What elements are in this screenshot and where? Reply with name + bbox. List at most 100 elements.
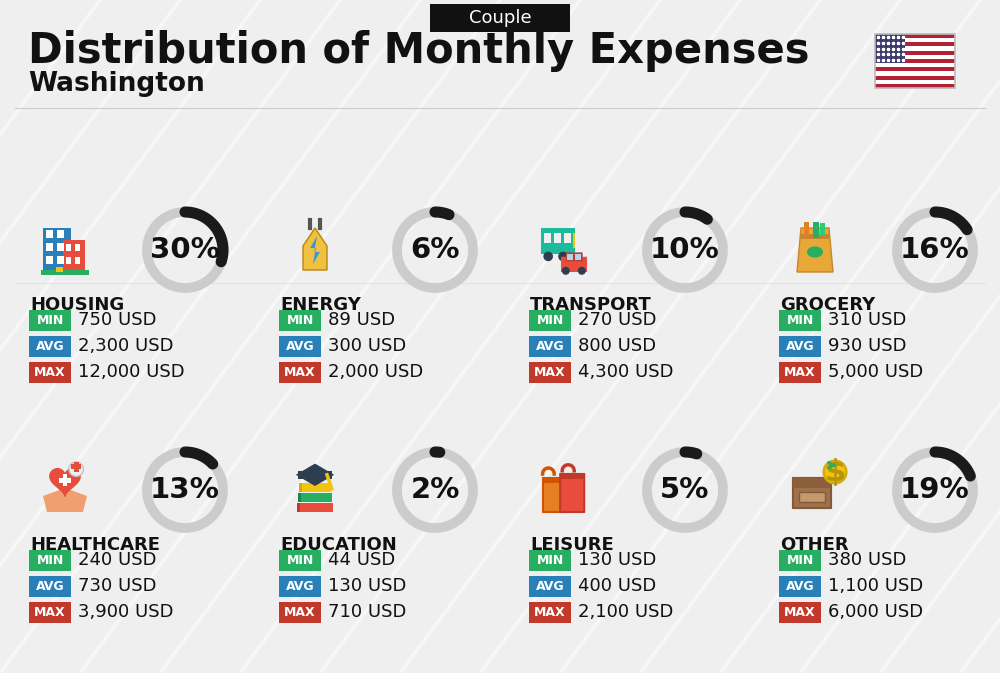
Polygon shape <box>797 228 833 272</box>
FancyBboxPatch shape <box>71 464 81 469</box>
FancyBboxPatch shape <box>875 75 955 79</box>
FancyBboxPatch shape <box>57 230 64 238</box>
FancyBboxPatch shape <box>63 474 67 486</box>
Circle shape <box>543 252 553 261</box>
FancyBboxPatch shape <box>875 34 955 38</box>
FancyBboxPatch shape <box>298 493 332 502</box>
Text: 5,000 USD: 5,000 USD <box>828 363 923 381</box>
Text: 2,300 USD: 2,300 USD <box>78 337 174 355</box>
Text: 400 USD: 400 USD <box>578 577 656 595</box>
Polygon shape <box>310 236 320 264</box>
FancyBboxPatch shape <box>799 492 825 502</box>
Text: 930 USD: 930 USD <box>828 337 906 355</box>
FancyBboxPatch shape <box>66 244 71 251</box>
FancyBboxPatch shape <box>779 575 821 596</box>
Text: Distribution of Monthly Expenses: Distribution of Monthly Expenses <box>28 30 810 72</box>
FancyBboxPatch shape <box>529 336 571 357</box>
FancyBboxPatch shape <box>298 493 301 502</box>
Text: 2,000 USD: 2,000 USD <box>328 363 423 381</box>
Circle shape <box>69 462 83 476</box>
FancyBboxPatch shape <box>560 474 584 479</box>
Text: ENERGY: ENERGY <box>280 296 361 314</box>
FancyBboxPatch shape <box>279 602 321 623</box>
FancyBboxPatch shape <box>793 478 831 488</box>
FancyBboxPatch shape <box>529 310 571 330</box>
FancyBboxPatch shape <box>63 240 85 272</box>
Text: AVG: AVG <box>536 579 564 592</box>
Text: 44 USD: 44 USD <box>328 551 395 569</box>
Text: MAX: MAX <box>284 606 316 618</box>
Text: EDUCATION: EDUCATION <box>280 536 397 554</box>
FancyBboxPatch shape <box>875 79 955 84</box>
Text: MIN: MIN <box>536 553 564 567</box>
FancyBboxPatch shape <box>875 63 955 67</box>
FancyBboxPatch shape <box>543 478 565 512</box>
Ellipse shape <box>807 246 823 258</box>
FancyBboxPatch shape <box>541 228 575 254</box>
Text: HOUSING: HOUSING <box>30 296 124 314</box>
FancyBboxPatch shape <box>875 42 955 46</box>
FancyBboxPatch shape <box>279 575 321 596</box>
FancyBboxPatch shape <box>529 575 571 596</box>
Text: AVG: AVG <box>36 339 64 353</box>
Text: 800 USD: 800 USD <box>578 337 656 355</box>
FancyBboxPatch shape <box>820 223 825 235</box>
Polygon shape <box>303 228 327 270</box>
Text: MAX: MAX <box>284 365 316 378</box>
FancyBboxPatch shape <box>793 478 831 508</box>
FancyBboxPatch shape <box>29 549 71 571</box>
Text: 10%: 10% <box>650 236 720 264</box>
Text: GROCERY: GROCERY <box>780 296 875 314</box>
Text: MIN: MIN <box>286 314 314 326</box>
Circle shape <box>578 267 586 275</box>
Text: MAX: MAX <box>34 365 66 378</box>
FancyBboxPatch shape <box>875 50 955 55</box>
FancyBboxPatch shape <box>279 361 321 382</box>
FancyBboxPatch shape <box>297 503 300 512</box>
FancyBboxPatch shape <box>29 310 71 330</box>
FancyBboxPatch shape <box>29 336 71 357</box>
Text: HEALTHCARE: HEALTHCARE <box>30 536 160 554</box>
FancyBboxPatch shape <box>801 234 829 239</box>
Text: 2%: 2% <box>410 476 460 504</box>
FancyBboxPatch shape <box>57 243 64 251</box>
FancyBboxPatch shape <box>560 474 584 512</box>
Text: OTHER: OTHER <box>780 536 849 554</box>
FancyBboxPatch shape <box>29 575 71 596</box>
Circle shape <box>558 252 568 261</box>
Polygon shape <box>50 468 80 496</box>
Text: MAX: MAX <box>534 606 566 618</box>
FancyBboxPatch shape <box>779 336 821 357</box>
FancyBboxPatch shape <box>74 462 79 472</box>
FancyBboxPatch shape <box>573 233 575 248</box>
FancyBboxPatch shape <box>566 252 583 261</box>
FancyBboxPatch shape <box>43 228 71 272</box>
Text: 89 USD: 89 USD <box>328 311 395 329</box>
Text: $: $ <box>824 458 846 487</box>
FancyBboxPatch shape <box>554 233 561 243</box>
FancyBboxPatch shape <box>529 549 571 571</box>
FancyBboxPatch shape <box>279 336 321 357</box>
FancyBboxPatch shape <box>29 602 71 623</box>
Text: AVG: AVG <box>286 339 314 353</box>
FancyBboxPatch shape <box>561 257 587 272</box>
Text: 2,100 USD: 2,100 USD <box>578 603 673 621</box>
FancyBboxPatch shape <box>875 46 955 50</box>
Text: 130 USD: 130 USD <box>328 577 406 595</box>
Text: 380 USD: 380 USD <box>828 551 906 569</box>
FancyBboxPatch shape <box>46 243 53 251</box>
Text: LEISURE: LEISURE <box>530 536 614 554</box>
FancyBboxPatch shape <box>29 361 71 382</box>
FancyBboxPatch shape <box>564 233 571 243</box>
FancyBboxPatch shape <box>804 222 809 236</box>
FancyBboxPatch shape <box>875 84 955 88</box>
FancyBboxPatch shape <box>41 270 89 275</box>
Text: 5%: 5% <box>660 476 710 504</box>
Text: 16%: 16% <box>900 236 970 264</box>
FancyBboxPatch shape <box>529 361 571 382</box>
FancyBboxPatch shape <box>279 549 321 571</box>
Text: 710 USD: 710 USD <box>328 603 406 621</box>
Text: 730 USD: 730 USD <box>78 577 156 595</box>
Text: MIN: MIN <box>36 553 64 567</box>
Text: 1,100 USD: 1,100 USD <box>828 577 923 595</box>
